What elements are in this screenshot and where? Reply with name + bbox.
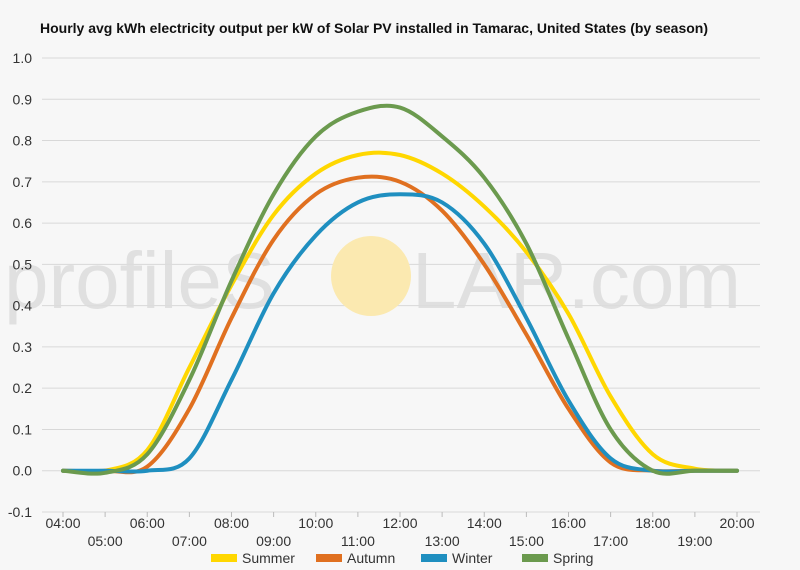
y-tick-label: 0.7: [13, 174, 33, 190]
x-tick-label: 17:00: [593, 533, 628, 549]
y-tick-label: 1.0: [13, 50, 33, 66]
y-tick-label: 0.3: [13, 339, 33, 355]
x-tick-label: 05:00: [88, 533, 123, 549]
y-tick-label: 0.4: [13, 298, 33, 314]
x-tick-label: 14:00: [467, 515, 502, 531]
legend-swatch-winter: [421, 554, 447, 562]
x-axis-ticks: 04:00 05:00 06:00 07:00 08:00 09:00 10:00 11:00…: [45, 512, 755, 549]
legend: Summer Autumn Winter Spring: [211, 550, 593, 566]
x-tick-label: 15:00: [509, 533, 544, 549]
watermark-text-right: LAR.com: [412, 236, 741, 325]
y-tick-label: -0.1: [8, 504, 32, 520]
legend-swatch-spring: [522, 554, 548, 562]
legend-swatch-summer: [211, 554, 237, 562]
chart-title: Hourly avg kWh electricity output per kW…: [40, 20, 708, 36]
watermark: profileS LAR.com: [4, 236, 741, 325]
series-line-autumn: [61, 174, 739, 475]
x-tick-label: 10:00: [298, 515, 333, 531]
y-tick-label: 0.6: [13, 215, 33, 231]
watermark-sun: [331, 236, 411, 316]
y-tick-label: 0.9: [13, 91, 33, 107]
x-tick-label: 09:00: [256, 533, 291, 549]
x-tick-label: 13:00: [425, 533, 460, 549]
series-line-spring: [61, 103, 739, 476]
x-tick-label: 11:00: [341, 533, 375, 549]
x-tick-label: 08:00: [214, 515, 249, 531]
legend-swatch-autumn: [316, 554, 342, 562]
legend-label: Autumn: [347, 550, 395, 566]
y-tick-label: 0.5: [13, 256, 33, 272]
legend-label: Summer: [242, 550, 295, 566]
series-lines: [61, 103, 739, 476]
x-tick-label: 12:00: [382, 515, 417, 531]
series-line-winter: [61, 192, 739, 474]
x-tick-label: 19:00: [677, 533, 712, 549]
x-tick-label: 20:00: [719, 515, 754, 531]
x-tick-label: 04:00: [45, 515, 80, 531]
x-tick-label: 07:00: [172, 533, 207, 549]
y-tick-label: 0.1: [13, 421, 33, 437]
y-axis-ticks: -0.1 0.0 0.1 0.2 0.3 0.4 0.5 0.6 0.7 0.8 0.9 1.0: [8, 50, 32, 520]
y-tick-label: 0.8: [13, 133, 33, 149]
x-tick-label: 18:00: [635, 515, 670, 531]
x-tick-label: 06:00: [130, 515, 165, 531]
series-line-summer: [61, 150, 739, 475]
x-tick-label: 16:00: [551, 515, 586, 531]
y-tick-label: 0.0: [13, 463, 33, 479]
legend-label: Spring: [553, 550, 593, 566]
legend-label: Winter: [452, 550, 493, 566]
y-tick-label: 0.2: [13, 380, 33, 396]
